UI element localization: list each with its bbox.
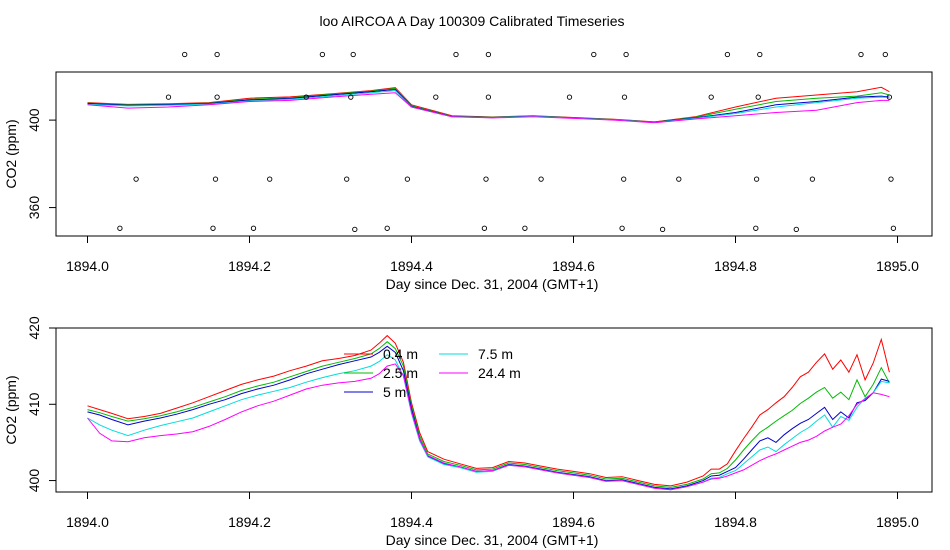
top-data-marker [165, 94, 172, 100]
top-data-marker [485, 94, 492, 100]
top-data-marker [214, 94, 220, 100]
top-data-marker [755, 94, 761, 100]
top-data-marker [117, 225, 123, 231]
bottom-x-tick-label: 1894.2 [228, 514, 271, 530]
bottom-y-axis-label: CO2 (ppm) [3, 375, 19, 444]
top-series-group [87, 86, 890, 124]
top-data-marker [724, 51, 731, 58]
top-data-marker [344, 176, 350, 182]
top-x-tick-label: 1894.2 [228, 258, 271, 274]
top-data-marker [538, 176, 544, 182]
top-data-marker [793, 226, 799, 233]
bottom-x-tick-label: 1894.4 [390, 514, 433, 530]
legend-label: 7.5 m [478, 346, 513, 362]
top-data-marker [809, 176, 816, 182]
top-data-marker [621, 176, 627, 182]
top-data-marker [522, 225, 528, 231]
bottom-x-tick-label: 1894.0 [66, 514, 109, 530]
top-data-marker [214, 51, 220, 58]
top-y-tick-label: 400 [26, 108, 42, 132]
bottom-x-tick-label: 1894.8 [714, 514, 757, 530]
top-x-tick-label: 1894.6 [552, 258, 595, 274]
top-y-axis-label: CO2 (ppm) [3, 119, 19, 188]
top-x-axis-label: Day since Dec. 31, 2004 (GMT+1) [386, 276, 599, 292]
top-data-marker [303, 94, 309, 100]
bottom-series-group [87, 334, 890, 491]
bottom-series-line-5 [87, 363, 890, 491]
top-x-tick-label: 1894.0 [66, 258, 109, 274]
legend-label: 24.4 m [478, 365, 521, 381]
top-data-marker [348, 94, 354, 100]
top-x-tick-label: 1894.8 [714, 258, 757, 274]
top-data-marker [753, 225, 759, 231]
top-data-marker [591, 51, 597, 58]
top-data-marker [485, 51, 492, 58]
top-data-marker [659, 226, 666, 233]
top-data-marker [267, 176, 273, 182]
top-markers-group [117, 51, 897, 233]
top-data-marker [708, 94, 714, 100]
bottom-legend: 0.4 m 2.5 m 5 m 7.5 m 24.4 m [344, 346, 521, 400]
bottom-x-tick-label: 1895.0 [876, 514, 919, 530]
bottom-y-tick-label: 410 [26, 392, 42, 416]
top-y-tick-label: 360 [26, 196, 42, 220]
bottom-y-axis: 400 410 420 [26, 316, 57, 493]
figure-title: loo AIRCOA A Day 100309 Calibrated Times… [319, 13, 624, 29]
legend-label: 0.4 m [383, 346, 418, 362]
top-data-marker [384, 225, 390, 231]
top-data-marker [212, 176, 219, 182]
top-data-marker [676, 176, 682, 182]
top-data-marker [623, 51, 629, 58]
top-panel: 1894.0 1894.2 1894.4 1894.6 1894.8 1895.0 360… [3, 51, 933, 292]
legend-label: 2.5 m [383, 365, 418, 381]
top-x-axis: 1894.0 1894.2 1894.4 1894.6 1894.8 1895.0 [66, 235, 919, 274]
bottom-x-tick-label: 1894.6 [552, 514, 595, 530]
bottom-panel: 0.4 m2.5 m5 m7.5 m24.4 m 1894.0 1894.2 189… [3, 316, 933, 548]
bottom-y-tick-label: 400 [26, 469, 42, 493]
top-x-tick-label: 1895.0 [876, 258, 919, 274]
top-data-marker [250, 225, 257, 231]
top-data-marker [888, 176, 894, 182]
top-data-marker [886, 94, 893, 100]
top-data-marker [483, 176, 489, 182]
top-data-marker [753, 176, 760, 182]
top-data-marker [453, 51, 459, 58]
legend-label: 5 m [383, 384, 406, 400]
top-data-marker [858, 51, 864, 58]
top-data-marker [890, 225, 897, 231]
bottom-x-axis: 1894.0 1894.2 1894.4 1894.6 1894.8 1895.0 [66, 491, 919, 530]
top-data-marker [133, 176, 139, 182]
top-data-marker [433, 94, 439, 100]
bottom-series-line-2 [87, 341, 890, 488]
top-data-marker [621, 94, 628, 100]
top-x-tick-label: 1894.4 [390, 258, 433, 274]
top-data-marker [319, 51, 326, 58]
top-data-marker [757, 51, 763, 58]
top-data-marker [481, 225, 488, 231]
bottom-x-axis-label: Day since Dec. 31, 2004 (GMT+1) [386, 532, 599, 548]
top-data-marker [350, 51, 356, 58]
top-data-marker [404, 176, 411, 182]
top-data-marker [210, 225, 216, 231]
top-series-line-5 [87, 92, 890, 124]
top-data-marker [352, 226, 358, 233]
top-y-axis: 360 400 [26, 108, 57, 220]
top-data-marker [182, 51, 188, 58]
bottom-series-line-3 [87, 345, 890, 490]
bottom-y-tick-label: 420 [26, 316, 42, 340]
bottom-series-line-1 [87, 334, 890, 487]
top-data-marker [566, 94, 573, 100]
top-data-marker [619, 225, 625, 231]
top-data-marker [882, 51, 888, 58]
